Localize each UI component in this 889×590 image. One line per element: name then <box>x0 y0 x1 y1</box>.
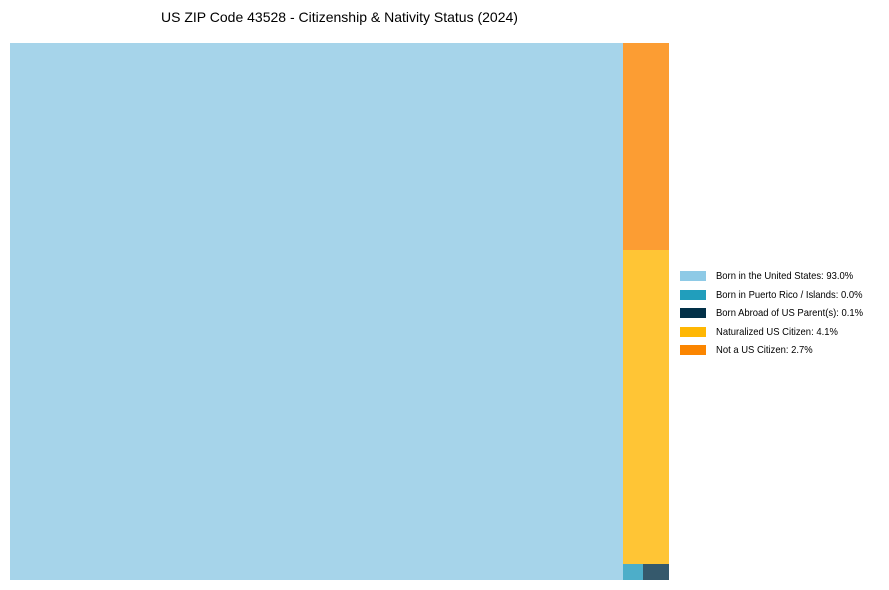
legend-item: Born in Puerto Rico / Islands: 0.0% <box>680 286 879 305</box>
treemap-tile-not-citizen <box>623 43 669 250</box>
legend-item: Born in the United States: 93.0% <box>680 267 879 286</box>
legend-item: Naturalized US Citizen: 4.1% <box>680 323 879 342</box>
treemap-tile-naturalized <box>623 250 669 564</box>
legend-swatch <box>680 271 706 282</box>
treemap-tile-born-abroad <box>643 564 669 580</box>
treemap-tile-puerto-rico <box>623 564 643 580</box>
legend-label: Not a US Citizen: 2.7% <box>716 344 813 357</box>
legend-swatch <box>680 308 706 319</box>
chart-title: US ZIP Code 43528 - Citizenship & Nativi… <box>161 9 518 25</box>
legend-item: Not a US Citizen: 2.7% <box>680 341 879 360</box>
legend-label: Born Abroad of US Parent(s): 0.1% <box>716 307 864 320</box>
legend-swatch <box>680 345 706 356</box>
legend-swatch <box>680 289 706 300</box>
legend-label: Naturalized US Citizen: 4.1% <box>716 325 838 338</box>
legend-label: Born in the United States: 93.0% <box>716 270 854 283</box>
legend: Born in the United States: 93.0% Born in… <box>680 267 879 360</box>
legend-swatch <box>680 326 706 337</box>
legend-label: Born in Puerto Rico / Islands: 0.0% <box>716 288 863 301</box>
treemap-tile-born-in-us <box>10 43 623 580</box>
legend-item: Born Abroad of US Parent(s): 0.1% <box>680 304 879 323</box>
